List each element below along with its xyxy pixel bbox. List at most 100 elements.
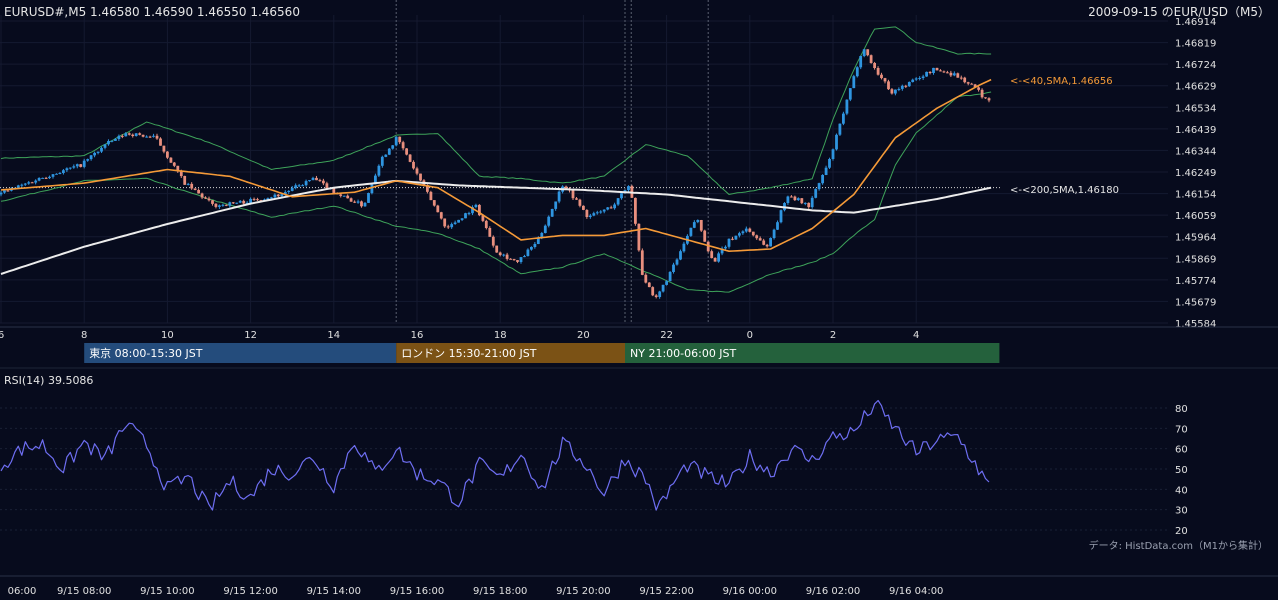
candle-down (751, 231, 755, 236)
candle-down (703, 230, 707, 242)
candle-up (526, 249, 530, 256)
candle-up (304, 181, 308, 186)
time-axis: 06:00 9/15 08:00 9/15 10:00 9/15 12:00 9/15 … (8, 586, 944, 597)
candle-down (207, 198, 211, 201)
candle-down (571, 190, 575, 199)
candle-down (211, 200, 214, 204)
candle-up (814, 189, 818, 198)
candle-up (380, 156, 384, 166)
candle-down (242, 200, 246, 204)
candle-down (322, 180, 325, 184)
candle-up (3, 190, 6, 193)
candle-up (821, 175, 824, 184)
candle-up (460, 218, 464, 220)
candle-down (346, 195, 350, 199)
candle-down (224, 204, 228, 206)
price-tick-label: 1.45869 (1175, 254, 1216, 265)
candle-down (634, 197, 637, 224)
candle-up (391, 145, 395, 149)
candle-up (776, 222, 779, 230)
candle-up (661, 284, 665, 292)
candle-down (578, 199, 582, 206)
candle-up (110, 140, 114, 142)
candle-up (547, 216, 551, 226)
candle-up (907, 82, 911, 87)
candle-up (727, 238, 731, 247)
candle-up (374, 175, 377, 185)
candle-down (873, 63, 876, 68)
candle-up (290, 187, 294, 191)
candle-down (131, 134, 135, 136)
time-tick-label: 9/16 02:00 (806, 586, 860, 597)
candle-up (595, 212, 599, 214)
price-tick-label: 1.45679 (1175, 297, 1216, 308)
price-tick-label: 1.46439 (1175, 125, 1216, 136)
candle-up (152, 135, 155, 137)
time-tick-label: 06:00 (8, 586, 37, 597)
price-tick-label: 1.46629 (1175, 82, 1216, 93)
price-x-tick-label: 2 (830, 330, 836, 341)
time-tick-label: 9/15 14:00 (307, 586, 361, 597)
candle-up (297, 185, 301, 187)
candle-down (398, 136, 402, 143)
candle-down (699, 220, 703, 231)
candle-down (935, 67, 939, 71)
time-tick-label: 9/15 18:00 (473, 586, 527, 597)
candle-up (675, 259, 679, 265)
candle-up (228, 202, 232, 206)
candle-down (349, 198, 353, 202)
price-tick-label: 1.45964 (1175, 233, 1216, 244)
session-band (396, 343, 625, 363)
candle-down (876, 68, 880, 75)
candle-up (124, 133, 128, 137)
candle-up (606, 207, 610, 210)
candle-down (176, 165, 180, 172)
candle-up (554, 201, 558, 209)
price-x-axis: 6 8 10 12 14 16 18 20 22 0 2 4 (0, 326, 1278, 341)
candle-down (575, 198, 578, 200)
candle-down (491, 236, 495, 246)
candle-up (93, 152, 96, 156)
candle-down (405, 148, 408, 155)
candle-up (803, 202, 807, 204)
candle-down (183, 176, 187, 185)
candle-up (848, 88, 852, 100)
time-tick-label: 9/15 20:00 (556, 586, 610, 597)
candle-up (842, 113, 845, 124)
candle-up (557, 191, 561, 202)
candle-down (252, 198, 256, 200)
candle-up (900, 85, 904, 89)
candle-down (30, 182, 34, 184)
candle-up (769, 238, 772, 247)
price-tick-label: 1.46059 (1175, 211, 1216, 222)
session-label: NY 21:00-06:00 JST (630, 347, 737, 360)
candle-down (880, 74, 883, 79)
candle-up (72, 166, 76, 168)
candle-up (616, 198, 620, 205)
candle-down (758, 238, 762, 241)
candle-down (644, 274, 648, 283)
candle-up (384, 154, 388, 157)
candle-up (620, 193, 623, 199)
candle-down (800, 198, 804, 204)
candle-down (443, 218, 447, 227)
candle-up (741, 231, 745, 234)
rsi-tick-label: 50 (1175, 465, 1188, 476)
candle-down (731, 238, 734, 240)
candle-down (498, 252, 502, 256)
rsi-tick-label: 80 (1175, 404, 1188, 415)
candle-up (717, 253, 720, 262)
candle-up (530, 247, 533, 250)
candle-down (415, 168, 419, 174)
chart-title: 2009-09-15 のEUR/USD（M5） (1088, 5, 1270, 19)
candle-up (658, 291, 662, 297)
candle-up (738, 233, 741, 236)
candle-up (301, 185, 304, 187)
rsi-tick-label: 20 (1175, 526, 1188, 537)
candle-up (34, 180, 38, 183)
candle-up (852, 76, 856, 89)
candle-down (651, 287, 655, 296)
candle-down (429, 191, 433, 201)
candle-up (824, 167, 828, 175)
